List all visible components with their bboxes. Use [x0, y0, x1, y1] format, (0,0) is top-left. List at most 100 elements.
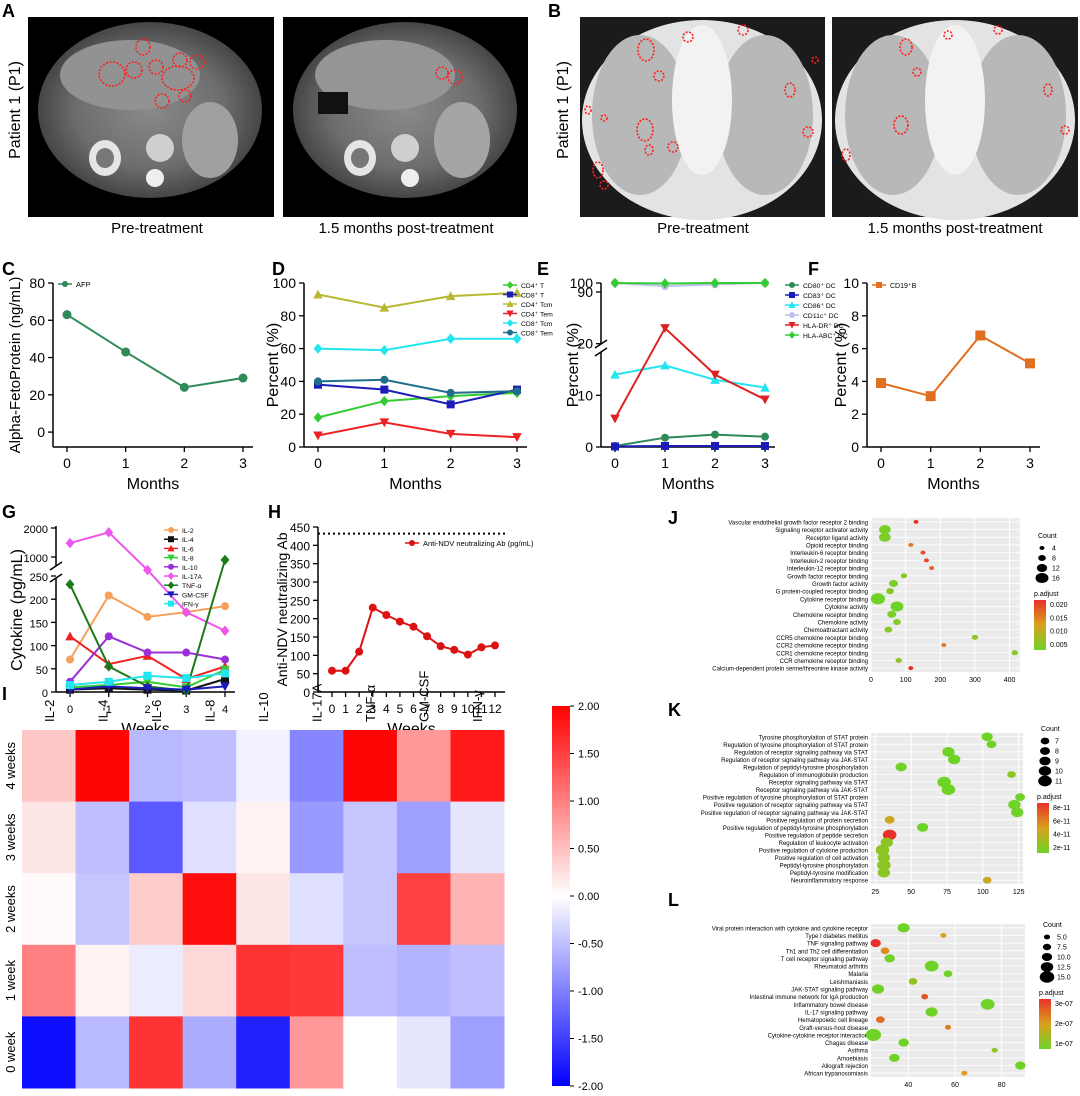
data-point-il-17a	[220, 625, 230, 636]
dot	[991, 1047, 998, 1053]
data-point-cd8-tem	[446, 388, 455, 397]
dot	[940, 933, 947, 938]
legend-label: IL-17A	[182, 574, 202, 581]
ct-image-lung-pre	[580, 17, 825, 220]
term-label: Inflammatory bowel disease	[794, 1003, 869, 1009]
dot	[890, 601, 904, 612]
data-point-anti-ndv-neutralizing-ab-pg-ml	[423, 632, 432, 641]
dot	[986, 740, 997, 749]
x-tick-label: 0	[314, 455, 322, 471]
term-label: Regulation of receptor signaling pathway…	[721, 758, 868, 764]
data-point-cd86-dc	[610, 369, 620, 379]
data-point-afp	[238, 373, 248, 383]
series-cd8-tcm	[313, 333, 522, 356]
term-label: Opioid receptor binding	[806, 543, 868, 549]
colorbar-tick-label: 1.50	[578, 749, 599, 761]
y-tick-label: 20	[29, 387, 45, 403]
dot	[913, 519, 919, 524]
legend-label: CD4⁺ Tem	[521, 312, 553, 319]
heatmap-cell	[343, 1016, 398, 1089]
panel-letter-i: I	[2, 684, 7, 704]
heatmap-cell	[396, 801, 451, 874]
data-point-cd86-dc	[660, 360, 670, 370]
dot	[877, 867, 891, 878]
size-legend-label: 10.0	[1057, 955, 1071, 962]
legend-label: HLA-DR⁺ DC	[803, 323, 844, 330]
dot	[908, 977, 918, 985]
dot	[886, 588, 894, 595]
series-cd83-dc	[611, 441, 769, 451]
panel-letter-g: G	[2, 502, 16, 522]
data-point-anti-ndv-neutralizing-ab-pg-ml	[395, 617, 404, 626]
term-label: Vascular endothelial growth factor recep…	[728, 520, 868, 526]
x-tick-label: 0	[877, 455, 885, 471]
legend-marker	[167, 544, 175, 552]
y-tick-label: 0	[585, 439, 593, 455]
colorbar-tick-label: -1.50	[578, 1034, 603, 1046]
x-tick-label: 3	[369, 702, 376, 716]
panel-i: I 4 weeks 3 weeks 2 weeks 1 week 0 week IL-2 IL…	[2, 671, 603, 1093]
series-ifn	[66, 669, 229, 690]
y-tick-label: 40	[29, 350, 45, 366]
term-label: Chagas disease	[825, 1041, 869, 1047]
size-legend-label: 5.0	[1057, 935, 1067, 942]
y-tick-label: 100	[30, 642, 48, 654]
term-label: Positive regulation of peptidyl-tyrosine…	[723, 826, 868, 832]
color-legend-label: 6e-11	[1053, 818, 1070, 825]
data-point-il-2	[143, 612, 152, 621]
data-point-hla-abc-dc	[660, 278, 670, 289]
legend-marker	[876, 282, 882, 288]
heatmap-cell	[75, 873, 130, 946]
data-point-anti-ndv-neutralizing-ab-pg-ml	[409, 622, 418, 631]
dot	[971, 634, 979, 640]
term-label: Rheumatoid arthritis	[814, 965, 868, 971]
series-line-cd4-tcm	[317, 291, 518, 309]
x-tick-label: 50	[907, 889, 915, 896]
dot	[879, 532, 891, 542]
data-point-il-17a	[104, 527, 114, 538]
legend-marker	[168, 527, 174, 533]
term-label: Receptor ligand activity	[806, 536, 868, 542]
color-legend-label: 8e-11	[1053, 805, 1070, 812]
x-tick-label: 9	[451, 702, 458, 716]
legend-marker	[506, 319, 514, 327]
y-tick-label: 90	[577, 284, 593, 300]
term-label: Chemokine receptor binding	[793, 613, 868, 619]
dot	[875, 1016, 885, 1024]
series-line-hla-dr-dc	[614, 326, 766, 420]
x-tick-label: 0	[869, 677, 873, 684]
data-point-cd83-dc	[661, 441, 669, 450]
color-legend-bar	[1039, 999, 1051, 1049]
heatmap-cell	[450, 873, 505, 946]
data-point-cd86-dc	[760, 382, 770, 392]
panel-a: A Patient 1 (P1)	[2, 1, 528, 237]
data-point-cd83-dc	[611, 442, 619, 451]
x-tick-label: 1	[122, 455, 130, 471]
size-legend-dot	[1035, 572, 1049, 584]
size-legend-label: 7	[1055, 739, 1059, 746]
data-point-cd8-tcm	[512, 333, 522, 344]
colorbar-tick-label: 0.50	[578, 844, 599, 856]
y-tick-label: 50	[297, 668, 311, 682]
legend-marker	[167, 591, 175, 598]
legend-marker	[788, 322, 796, 329]
term-label: Regulation of leukocyte activation	[779, 841, 868, 847]
heatmap-column-label: IFN-γ	[470, 690, 485, 722]
dot	[870, 593, 886, 605]
x-tick-label: 2	[447, 455, 455, 471]
term-label: African trypanosomiasis	[804, 1072, 868, 1078]
series-il-17a	[65, 527, 230, 636]
size-legend-label: 10	[1055, 769, 1063, 776]
term-label: Calcium-dependent protein serine/threoni…	[712, 667, 868, 673]
dot	[942, 747, 955, 757]
size-legend-label: 7.5	[1057, 945, 1067, 952]
term-label: Interleukin-2 receptor binding	[790, 559, 868, 565]
y-tick-label: 350	[290, 558, 310, 572]
term-label: Receptor signaling pathway via STAT	[769, 781, 868, 787]
data-point-cd4-tem	[445, 429, 456, 439]
heatmap-cell	[450, 730, 505, 803]
ct-caption-lung-post: 1.5 months post-treatment	[867, 220, 1043, 237]
x-tick-label: 8	[437, 702, 444, 716]
dot	[925, 1007, 938, 1017]
y-tick-label: 150	[30, 618, 48, 630]
